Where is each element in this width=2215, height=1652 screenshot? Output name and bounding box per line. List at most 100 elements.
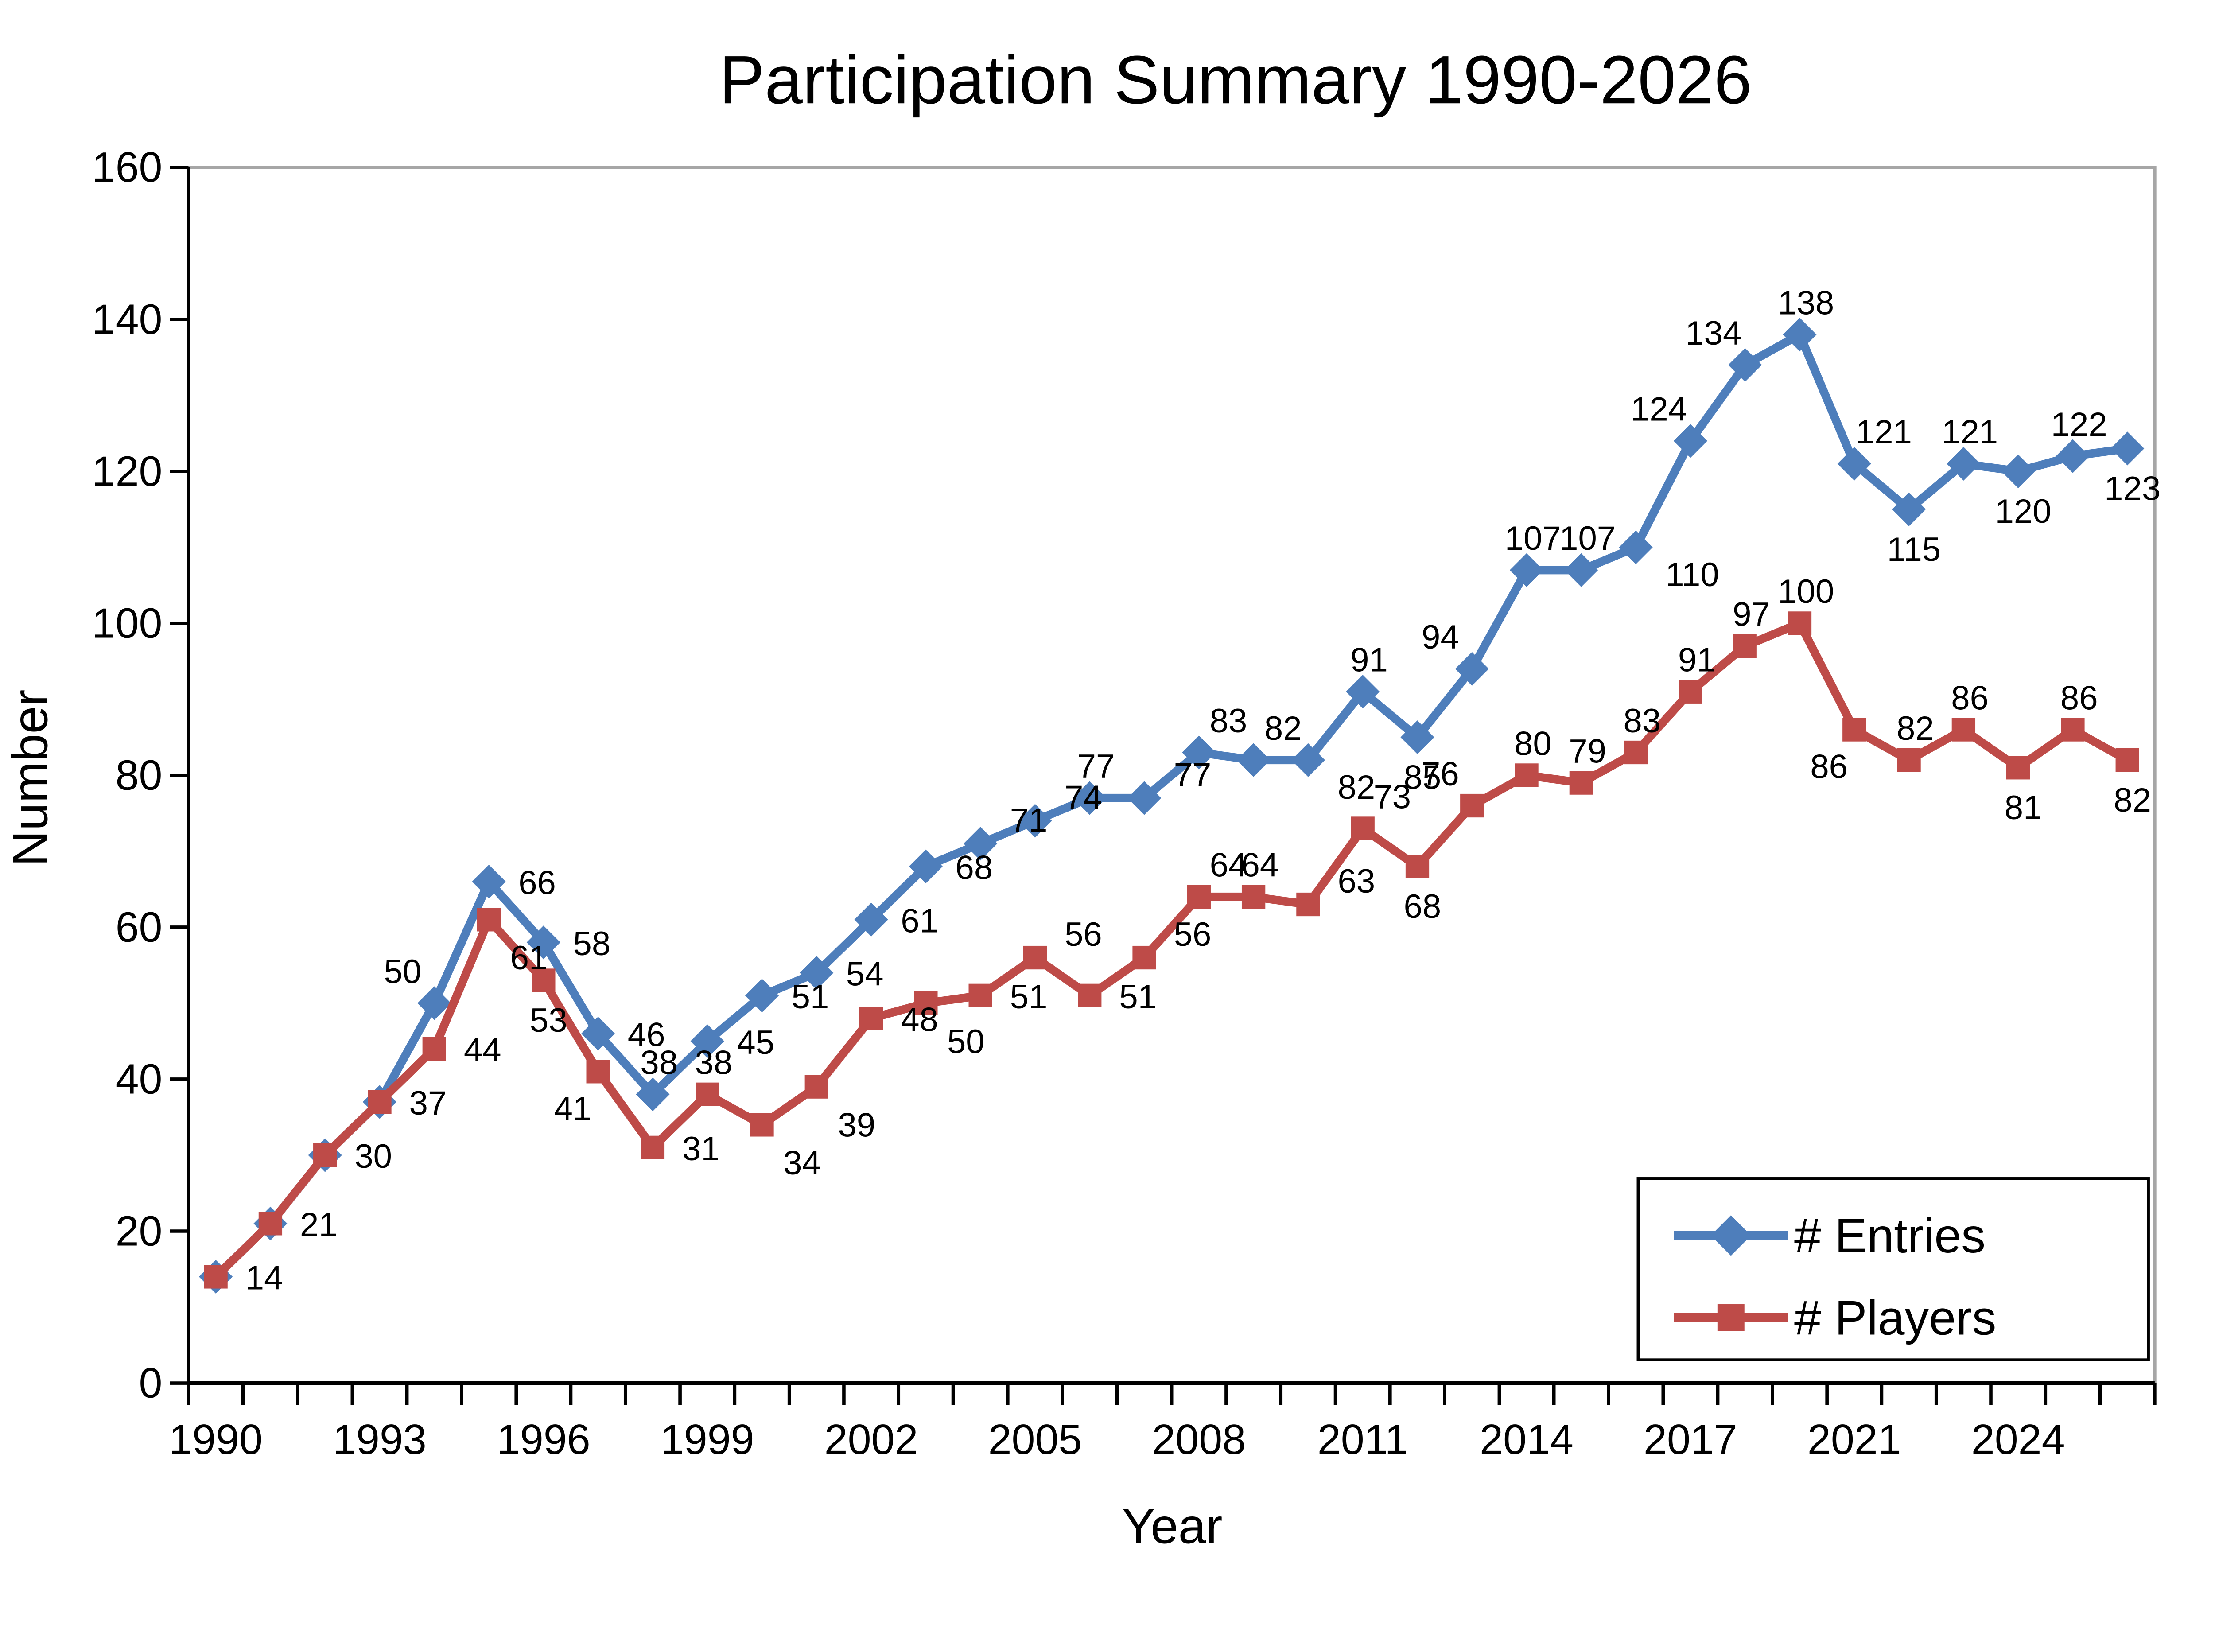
square-marker-icon [1132, 945, 1156, 970]
square-marker-icon [1515, 763, 1539, 787]
y-tick-label: 40 [116, 1056, 163, 1103]
diamond-marker-icon [854, 902, 888, 937]
chart-title: Participation Summary 1990-2026 [719, 41, 1752, 118]
data-label: 61 [901, 902, 938, 940]
diamond-marker-icon [1783, 318, 1817, 352]
data-label: 56 [1174, 916, 1212, 953]
y-tick-label: 100 [92, 600, 163, 647]
square-marker-icon [1241, 885, 1266, 909]
x-tick-label: 2005 [988, 1416, 1082, 1463]
x-tick-label: 1999 [661, 1416, 754, 1463]
data-label: 80 [1514, 725, 1552, 762]
square-marker-icon [1023, 945, 1047, 970]
diamond-marker-icon [2001, 454, 2035, 488]
legend-item-entries: # Entries [1674, 1209, 1986, 1263]
square-marker-icon [204, 1265, 228, 1289]
square-marker-icon [258, 1212, 283, 1236]
data-label: 53 [530, 1002, 567, 1039]
square-marker-icon [368, 1090, 392, 1114]
square-marker-icon [1569, 771, 1593, 795]
participation-chart: 0 20 40 60 80 100 120 140 160 1990 1993 1996 1999 200… [2, 41, 2161, 1554]
data-label: 107 [1559, 520, 1616, 557]
y-tick-label: 0 [139, 1360, 163, 1407]
plot-area: 0 20 40 60 80 100 120 140 160 1990 1993 1996 1999 200… [92, 144, 2161, 1463]
diamond-marker-icon [909, 849, 943, 883]
square-marker-icon [914, 991, 938, 1015]
data-label: 56 [1065, 916, 1102, 953]
data-label: 30 [354, 1138, 392, 1175]
data-label: 85 [1404, 758, 1442, 796]
diamond-marker-icon [1182, 735, 1216, 770]
square-marker-icon [1951, 718, 1976, 742]
diamond-marker-icon [1892, 492, 1926, 526]
square-marker-icon [313, 1143, 337, 1167]
data-label: 82 [1264, 710, 1302, 747]
data-label: 123 [2104, 470, 2161, 508]
data-label: 83 [1624, 702, 1661, 740]
data-label: 110 [1665, 556, 1719, 594]
diamond-marker-icon [964, 827, 998, 861]
square-marker-icon [1351, 816, 1375, 840]
data-label: 38 [695, 1044, 733, 1082]
diamond-marker-icon [1509, 553, 1544, 587]
y-tick-label: 80 [116, 752, 163, 799]
data-label: 41 [554, 1090, 592, 1127]
x-tick-label: 2011 [1317, 1416, 1408, 1463]
data-label: 38 [640, 1044, 678, 1082]
data-label: 91 [1678, 641, 1716, 679]
x-tick-label: 2017 [1644, 1416, 1737, 1463]
x-tick-label: 1990 [169, 1416, 263, 1463]
data-label: 45 [737, 1024, 774, 1061]
data-label: 120 [1995, 493, 2052, 530]
diamond-marker-icon [636, 1077, 670, 1112]
data-label: 81 [2005, 789, 2042, 827]
data-label: 48 [901, 1001, 938, 1038]
data-label: 50 [947, 1023, 985, 1061]
square-marker-icon [1842, 718, 1866, 742]
y-tick-label: 20 [116, 1208, 163, 1255]
legend-square-marker-icon [1717, 1304, 1745, 1331]
x-tick-label: 2008 [1152, 1416, 1246, 1463]
square-marker-icon [1296, 892, 1320, 917]
square-marker-icon [1897, 748, 1921, 772]
data-label: 82 [2114, 781, 2151, 819]
y-tick-label: 60 [116, 904, 163, 951]
x-tick-label: 1996 [497, 1416, 591, 1463]
data-label: 71 [1010, 802, 1048, 840]
data-label: 54 [846, 955, 884, 993]
data-label: 115 [1887, 531, 1941, 568]
square-marker-icon [696, 1082, 719, 1106]
data-label: 68 [1404, 888, 1442, 925]
x-tick-label: 2002 [824, 1416, 918, 1463]
legend: # Entries # Players [1636, 1177, 2150, 1361]
data-label: 86 [1951, 679, 1989, 717]
x-axis-title: Year [1122, 1498, 1223, 1554]
data-label: 138 [1778, 284, 1834, 322]
data-label: 134 [1685, 315, 1741, 352]
square-marker-icon [804, 1075, 828, 1099]
data-label: 86 [1810, 748, 1848, 786]
data-label: 66 [518, 864, 556, 902]
diamond-marker-icon [2056, 439, 2090, 473]
data-label: 124 [1631, 391, 1687, 428]
diamond-marker-icon [2110, 431, 2145, 466]
diamond-marker-icon [1619, 530, 1653, 564]
x-tick-label: 2014 [1480, 1416, 1574, 1463]
data-label: 61 [510, 939, 548, 977]
data-label: 51 [1010, 978, 1048, 1016]
data-label: 44 [464, 1031, 501, 1069]
square-marker-icon [1460, 793, 1484, 818]
square-marker-icon [1733, 634, 1757, 658]
series-line-entries [211, 330, 2132, 1281]
legend-label-players: # Players [1794, 1291, 1996, 1345]
data-label: 31 [682, 1130, 720, 1168]
data-label: 91 [1350, 641, 1388, 679]
data-label: 83 [1210, 702, 1247, 740]
y-tick-label: 120 [92, 448, 163, 495]
data-label: 64 [1241, 847, 1279, 884]
square-marker-icon [422, 1037, 446, 1061]
square-marker-icon [1624, 740, 1648, 765]
data-label: 21 [300, 1206, 338, 1244]
square-marker-icon [477, 908, 501, 932]
data-label: 51 [792, 978, 829, 1016]
